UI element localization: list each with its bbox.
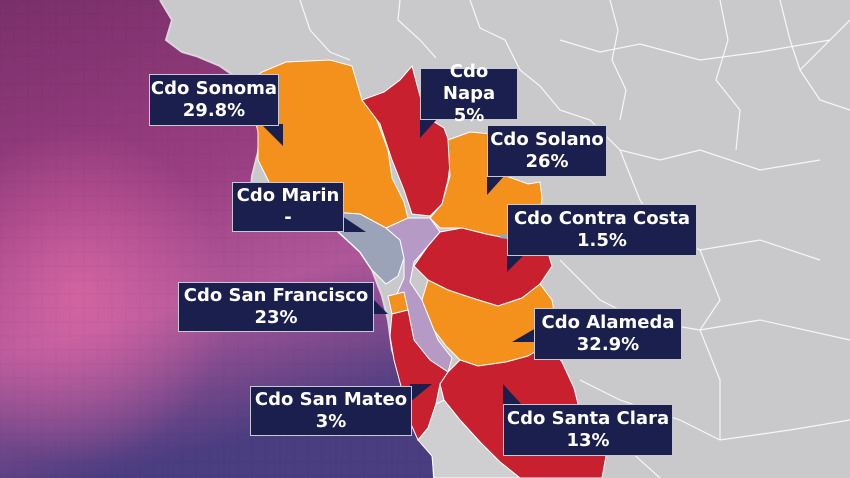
callout-tail	[420, 118, 438, 138]
county-name: Cdo Alameda	[541, 312, 675, 333]
callout-san-mateo-box: Cdo San Mateo 3%	[250, 386, 412, 436]
county-name: Cdo Santa Clara	[506, 408, 670, 429]
callout-solano-box: Cdo Solano 26%	[487, 125, 607, 177]
callout-tail	[507, 254, 525, 272]
county-value: 23%	[254, 307, 298, 328]
callout-alameda: Cdo Alameda 32.9%	[512, 308, 682, 360]
county-value: 13%	[566, 430, 610, 451]
county-name: Cdo Marin	[236, 185, 340, 206]
county-name: Cdo Sonoma	[150, 78, 278, 99]
callout-sonoma-box: Cdo Sonoma 29.8%	[149, 74, 279, 126]
callout-san-francisco-box: Cdo San Francisco 23%	[178, 282, 374, 332]
callout-alameda-box: Cdo Alameda 32.9%	[534, 308, 682, 360]
county-value: -	[284, 207, 292, 228]
callout-tail	[372, 298, 388, 314]
callout-tail	[503, 384, 523, 406]
county-value: 32.9%	[576, 334, 640, 355]
callout-tail	[342, 216, 366, 232]
callout-napa: Cdo Napa 5%	[420, 61, 518, 138]
county-name: Cdo Solano	[490, 129, 604, 150]
callout-tail	[512, 328, 536, 342]
callout-napa-box: Cdo Napa 5%	[420, 61, 518, 126]
callout-santa-clara: Cdo Santa Clara 13%	[503, 384, 673, 456]
callout-contra-costa-box: Cdo Contra Costa 1.5%	[507, 204, 697, 256]
callout-tail	[261, 124, 283, 146]
county-value: 5%	[453, 105, 485, 126]
ocean-pixel-texture	[0, 0, 434, 478]
callout-solano: Cdo Solano 26%	[487, 125, 607, 195]
callout-san-mateo: Cdo San Mateo 3%	[250, 384, 432, 436]
county-value: 1.5%	[577, 230, 627, 251]
callout-santa-clara-box: Cdo Santa Clara 13%	[503, 404, 673, 456]
county-santa-cruz	[417, 399, 521, 478]
county-value: 26%	[525, 151, 569, 172]
county-value: 29.8%	[182, 100, 246, 121]
callout-tail	[410, 384, 432, 402]
callout-san-francisco: Cdo San Francisco 23%	[178, 282, 388, 332]
callout-marin-box: Cdo Marin -	[232, 182, 344, 232]
callout-marin: Cdo Marin -	[232, 182, 366, 232]
callout-tail	[487, 175, 505, 195]
callout-sonoma: Cdo Sonoma 29.8%	[149, 74, 283, 146]
county-name: Cdo San Francisco	[183, 285, 369, 306]
county-name: Cdo San Mateo	[254, 389, 408, 410]
callout-contra-costa: Cdo Contra Costa 1.5%	[507, 204, 697, 272]
county-name: Cdo Contra Costa	[513, 208, 691, 229]
county-value: 3%	[315, 411, 347, 432]
county-name: Cdo Napa	[442, 61, 496, 104]
